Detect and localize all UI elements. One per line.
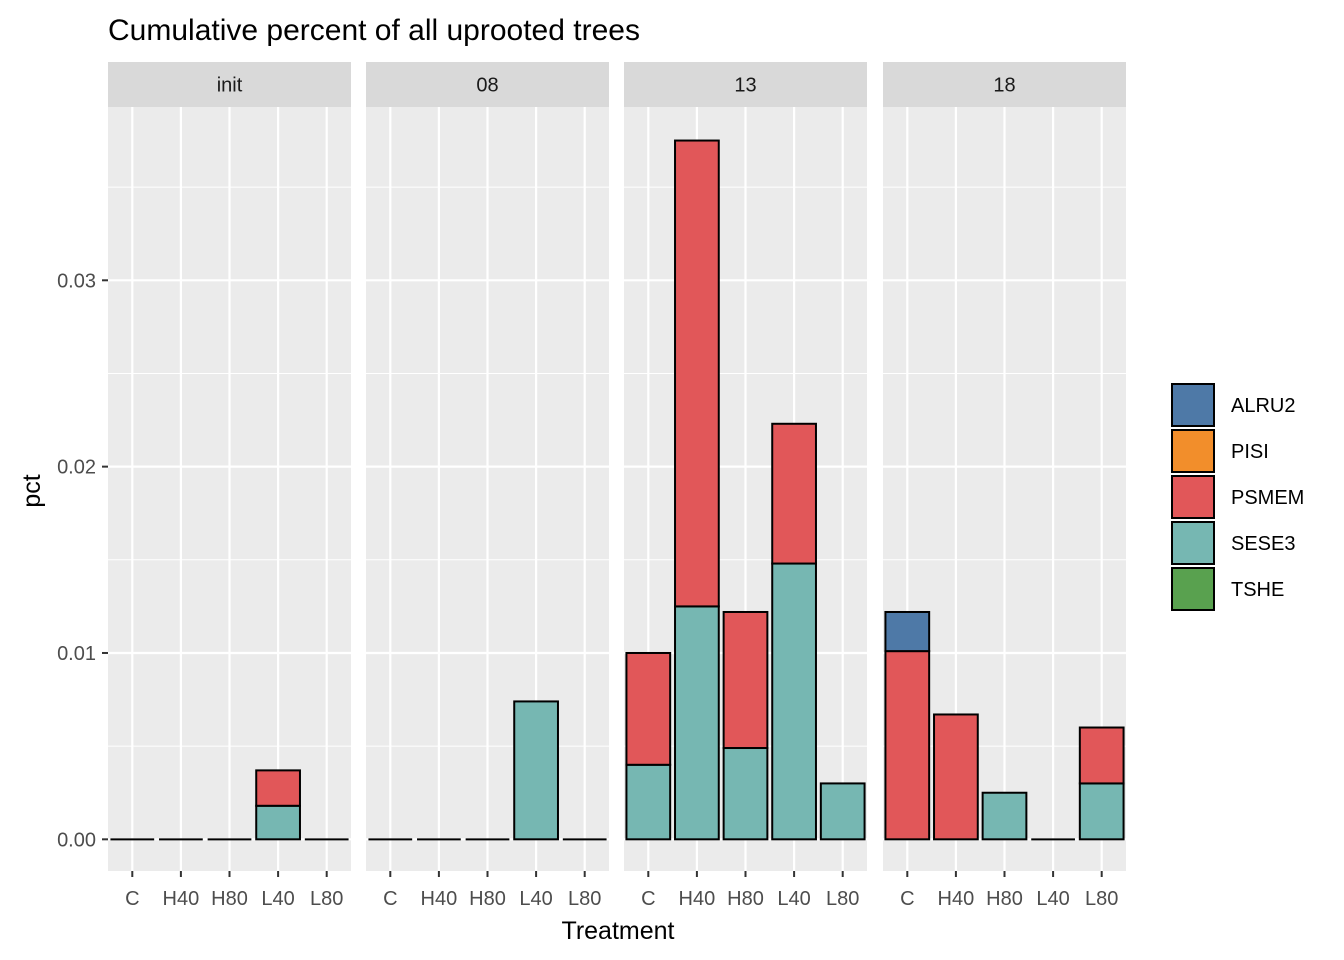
x-tick-label: L80 (310, 888, 343, 910)
legend-label: ALRU2 (1231, 395, 1295, 417)
facet-panel-init: init C H40 H80 L40 L80 (108, 62, 351, 910)
x-tick-label: L80 (1085, 888, 1118, 910)
bar-13-C-SESE3 (625, 763, 672, 841)
bar-13-L40-PSMEM (771, 422, 817, 565)
x-axis-title: Treatment (561, 917, 674, 945)
bar-08-L40-SESE3 (513, 700, 559, 841)
x-tick-label: H80 (727, 888, 764, 910)
bar-13-L40-SESE3 (771, 562, 817, 841)
y-tick-label: 0.01 (57, 643, 96, 665)
x-tick-label: L40 (1036, 888, 1069, 910)
legend-label: TSHE (1231, 579, 1284, 601)
x-tick-label: C (383, 888, 397, 910)
x-tick-label: L40 (519, 888, 552, 910)
x-tick-label: H40 (163, 888, 200, 910)
x-tick-label: L80 (568, 888, 601, 910)
facet-panels: init C H40 H80 L40 L80 08 C H40 H80 L40 L80 13 C H40 H8… (108, 62, 1126, 910)
bar-13-C-PSMEM (625, 651, 672, 766)
facet-panel-08: 08 C H40 H80 L40 L80 (366, 62, 609, 910)
bar-18-L80-PSMEM (1078, 726, 1125, 785)
x-tick-label: L40 (261, 888, 294, 910)
facet-strip-label: 18 (993, 75, 1015, 97)
legend-item-TSHE: TSHE (1171, 567, 1284, 611)
chart-title: Cumulative percent of all uprooted trees (108, 14, 640, 47)
legend-key (1171, 383, 1215, 427)
x-tick-label: C (125, 888, 139, 910)
bar-13-H40-PSMEM (674, 139, 720, 608)
legend-label: PISI (1231, 441, 1269, 463)
x-tick-label: H40 (938, 888, 975, 910)
legend-label: PSMEM (1231, 487, 1304, 509)
legend-key (1171, 567, 1215, 611)
facet-strip (366, 62, 609, 107)
legend-key (1171, 475, 1215, 519)
x-tick-label: C (900, 888, 914, 910)
bar-13-H40-SESE3 (674, 605, 720, 841)
x-tick-label: H80 (986, 888, 1023, 910)
facet-panel-18: 18 C H40 H80 L40 L80 (883, 62, 1126, 910)
legend: ALRU2 PISI PSMEM SESE3 TSHE (1171, 383, 1304, 611)
bar-18-C-ALRU2 (884, 610, 931, 653)
facet-strip (624, 62, 867, 107)
facet-strip (883, 62, 1126, 107)
x-tick-label: L80 (826, 888, 859, 910)
bar-18-C-PSMEM (884, 650, 931, 841)
x-tick-label: L40 (777, 888, 810, 910)
legend-item-PSMEM: PSMEM (1171, 475, 1304, 519)
legend-key (1171, 429, 1215, 473)
legend-label: SESE3 (1231, 533, 1295, 555)
x-tick-label: H40 (421, 888, 458, 910)
bar-18-L80-SESE3 (1078, 782, 1125, 841)
legend-item-SESE3: SESE3 (1171, 521, 1295, 565)
bar-13-L80-SESE3 (819, 782, 866, 841)
bar-18-H80-SESE3 (981, 791, 1028, 841)
x-tick-label: H80 (469, 888, 506, 910)
legend-item-ALRU2: ALRU2 (1171, 383, 1295, 427)
bar-18-H40-PSMEM (933, 713, 979, 841)
facet-strip (108, 62, 351, 107)
y-tick-label: 0.00 (57, 829, 96, 851)
legend-item-PISI: PISI (1171, 429, 1269, 473)
bar-init-L40-SESE3 (255, 804, 301, 841)
x-tick-label: H40 (679, 888, 716, 910)
facet-strip-label: 13 (734, 75, 756, 97)
facet-panel-13: 13 C H40 H80 L40 L80 (624, 62, 867, 910)
facet-strip-label: 08 (476, 75, 498, 97)
legend-key (1171, 521, 1215, 565)
bar-13-H80-PSMEM (722, 610, 769, 750)
facet-strip-label: init (217, 75, 243, 97)
y-tick-label: 0.02 (57, 457, 96, 479)
x-tick-label: H80 (211, 888, 248, 910)
x-tick-label: C (641, 888, 655, 910)
y-axis: 0.00 0.01 0.02 0.03 (57, 270, 108, 851)
bar-init-L40-PSMEM (255, 769, 301, 807)
y-tick-label: 0.03 (57, 270, 96, 292)
bar-13-H80-SESE3 (722, 747, 769, 841)
y-axis-title: pct (18, 474, 46, 507)
